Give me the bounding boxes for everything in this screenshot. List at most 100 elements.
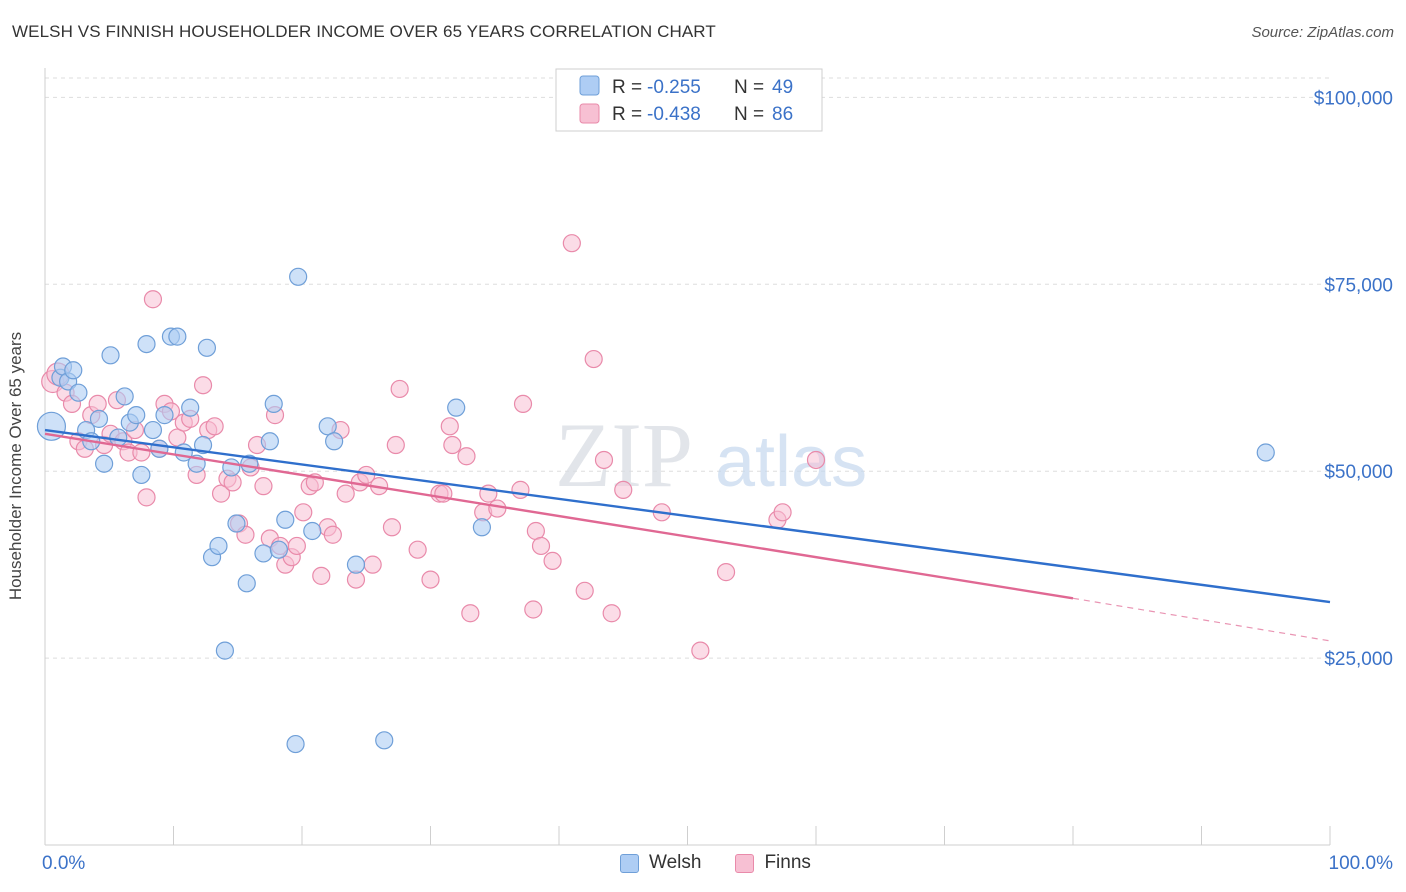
- welsh-point: [227, 514, 246, 533]
- source-label: Source: ZipAtlas.com: [1251, 24, 1394, 41]
- finns-point: [575, 581, 594, 600]
- welsh-point: [215, 641, 234, 660]
- trend-lines: [44, 428, 1331, 642]
- finns-point: [513, 394, 533, 414]
- welsh-point: [276, 510, 295, 529]
- y-tick-label: $75,000: [1324, 275, 1393, 296]
- finns-point: [562, 234, 581, 253]
- legend-welsh-r-value: -0.255: [647, 77, 701, 98]
- welsh-point: [447, 398, 466, 417]
- finns-point: [584, 349, 603, 369]
- finns-point: [390, 379, 409, 399]
- welsh-point: [137, 334, 156, 354]
- finns-point: [691, 641, 710, 660]
- finns-point: [488, 499, 507, 518]
- finns-point: [294, 503, 313, 522]
- finns-point: [323, 525, 342, 544]
- welsh-point: [318, 417, 337, 436]
- finns-point: [806, 450, 826, 470]
- finns-point: [511, 480, 530, 499]
- bottom-legend: Welsh Finns: [620, 852, 845, 874]
- legend-frame: [555, 68, 823, 132]
- welsh-point: [101, 346, 120, 365]
- finns-point: [440, 417, 459, 436]
- finns-point: [168, 428, 187, 447]
- welsh-point: [209, 536, 228, 556]
- welsh-point: [254, 544, 273, 563]
- finns-point: [132, 443, 151, 462]
- welsh-point: [303, 521, 322, 541]
- y-tick-label: $50,000: [1324, 462, 1393, 483]
- finns-point: [211, 484, 231, 503]
- finns-point: [443, 435, 462, 455]
- legend-welsh-n-value: 49: [772, 77, 793, 98]
- finns-point: [363, 555, 382, 574]
- welsh-point: [127, 406, 146, 425]
- finns-trend-line: [44, 432, 1074, 600]
- welsh-point: [375, 731, 394, 750]
- bottom-legend-finns-swatch: [735, 853, 755, 873]
- x-tick-labels: 0.0% 100.0%: [42, 853, 1393, 874]
- x-tick-label-start: 0.0%: [42, 853, 85, 874]
- finns-point: [386, 435, 405, 455]
- y-tick-label: $100,000: [1314, 88, 1393, 109]
- welsh-point: [1256, 443, 1275, 462]
- finns-point: [336, 484, 355, 503]
- y-axis-label: Householder Income Over 65 years: [6, 331, 25, 601]
- legend-welsh-r-label: R =: [612, 77, 647, 98]
- welsh-point: [197, 338, 217, 357]
- welsh-point: [143, 420, 163, 440]
- bottom-legend-finns: Finns: [735, 852, 811, 874]
- legend-finns-n-value: 86: [772, 104, 793, 125]
- welsh-point: [132, 465, 151, 485]
- y-tick-labels: $25,000 $50,000 $75,000 $100,000: [1314, 88, 1393, 670]
- watermark-atlas: atlas: [715, 422, 867, 502]
- finns-point: [461, 604, 480, 623]
- bottom-legend-finns-label: Finns: [764, 852, 811, 873]
- finns-point: [543, 551, 562, 571]
- finns-point: [287, 536, 306, 556]
- welsh-point: [64, 361, 83, 380]
- finns-point: [137, 488, 156, 507]
- welsh-point: [346, 555, 366, 574]
- welsh-point: [325, 432, 344, 451]
- chart-title: WELSH VS FINNISH HOUSEHOLDER INCOME OVER…: [12, 22, 716, 41]
- y-tick-label: $25,000: [1324, 649, 1393, 670]
- legend-box: R = -0.255 N = 49 R = -0.438 N = 86: [555, 68, 823, 132]
- finns-point: [524, 600, 543, 619]
- finns-trend-extension: [1072, 597, 1331, 642]
- welsh-point: [472, 518, 491, 537]
- welsh-point: [181, 398, 200, 417]
- finns-point: [773, 503, 792, 522]
- welsh-point: [155, 406, 174, 425]
- grid-lines: [45, 77, 1330, 659]
- welsh-point: [289, 267, 308, 286]
- legend-finns-r-label: R =: [612, 104, 647, 125]
- welsh-point: [193, 435, 213, 455]
- finns-point: [193, 376, 213, 395]
- welsh-point: [237, 574, 256, 593]
- finns-point: [382, 518, 402, 537]
- finns-point: [205, 417, 224, 436]
- finns-point: [531, 536, 551, 556]
- finns-point: [716, 563, 736, 582]
- watermark: ZIP atlas: [555, 404, 867, 506]
- x-tick-label-end: 100.0%: [1329, 853, 1394, 874]
- legend-swatch-finns: [579, 103, 600, 124]
- finns-point: [614, 480, 633, 499]
- welsh-point: [69, 383, 88, 402]
- bottom-legend-welsh-swatch: [620, 853, 639, 873]
- welsh-point: [115, 387, 134, 406]
- welsh-point: [89, 409, 109, 428]
- legend-finns-r-value: -0.438: [647, 104, 701, 125]
- finns-point: [408, 540, 427, 559]
- legend-finns-n-label: N =: [734, 104, 769, 125]
- welsh-point: [150, 439, 169, 458]
- finns-point: [421, 570, 440, 589]
- legend-swatch-welsh: [579, 75, 600, 96]
- welsh-point: [260, 432, 279, 451]
- legend-welsh-n-label: N =: [734, 77, 769, 98]
- welsh-point: [264, 394, 283, 414]
- bottom-legend-welsh-label: Welsh: [649, 852, 702, 873]
- axes: [44, 68, 1331, 846]
